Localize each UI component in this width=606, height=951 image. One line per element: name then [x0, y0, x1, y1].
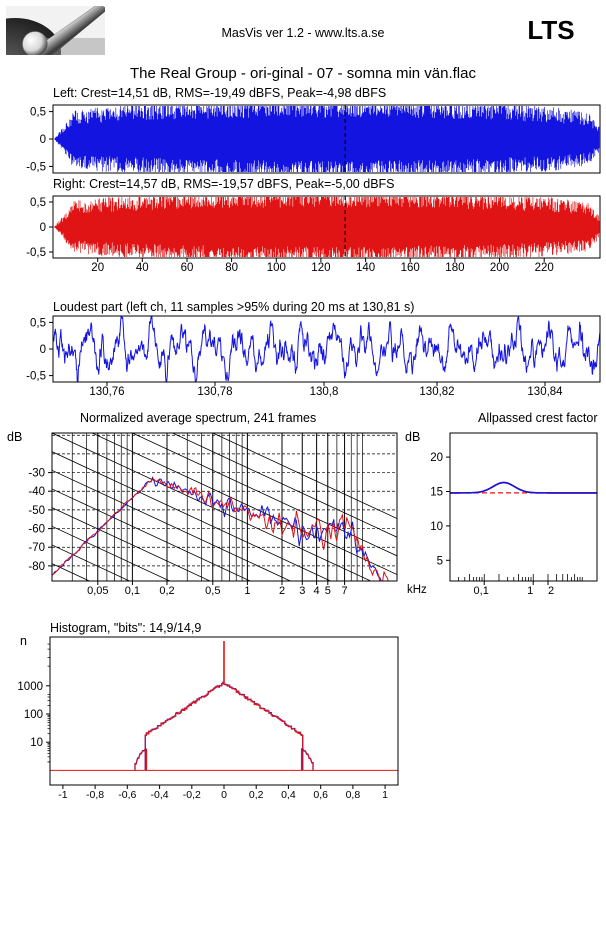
svg-text:0,5: 0,5	[205, 585, 220, 597]
svg-text:60: 60	[181, 262, 194, 274]
svg-text:n: n	[20, 634, 27, 648]
svg-text:-40: -40	[28, 486, 45, 498]
svg-text:20: 20	[430, 452, 443, 464]
svg-text:-0,8: -0,8	[86, 789, 104, 801]
svg-text:kHz: kHz	[407, 584, 427, 596]
svg-text:1000: 1000	[17, 681, 43, 693]
svg-text:15: 15	[430, 487, 443, 499]
svg-text:0,5: 0,5	[30, 107, 46, 119]
svg-text:MasVis ver 1.2 - www.lts.a.se: MasVis ver 1.2 - www.lts.a.se	[221, 26, 384, 40]
svg-text:130,8: 130,8	[310, 386, 339, 398]
svg-text:100: 100	[267, 262, 286, 274]
svg-text:220: 220	[535, 262, 554, 274]
svg-text:140: 140	[356, 262, 375, 274]
svg-text:4: 4	[314, 585, 320, 597]
svg-text:0,5: 0,5	[30, 197, 46, 209]
svg-text:130,82: 130,82	[419, 386, 454, 398]
svg-text:-50: -50	[28, 505, 45, 517]
svg-text:Right: Crest=14,57 dB, RMS=-19: Right: Crest=14,57 dB, RMS=-19,57 dBFS, …	[53, 177, 395, 191]
svg-text:180: 180	[445, 262, 464, 274]
svg-text:0: 0	[40, 344, 46, 356]
svg-text:120: 120	[311, 262, 330, 274]
svg-text:-70: -70	[28, 542, 45, 554]
svg-text:-80: -80	[28, 561, 45, 573]
svg-text:0,2: 0,2	[159, 585, 174, 597]
svg-text:130,84: 130,84	[527, 386, 563, 398]
svg-text:-0,5: -0,5	[26, 247, 46, 259]
svg-text:Left: Crest=14,51 dB, RMS=-19,: Left: Crest=14,51 dB, RMS=-19,49 dBFS, P…	[53, 86, 386, 100]
svg-text:7: 7	[342, 585, 348, 597]
svg-text:0,5: 0,5	[30, 317, 46, 329]
svg-text:Allpassed crest factor: Allpassed crest factor	[478, 411, 598, 425]
svg-text:130,78: 130,78	[197, 386, 232, 398]
svg-text:10: 10	[430, 521, 443, 533]
svg-text:0: 0	[40, 222, 46, 234]
svg-text:10: 10	[30, 737, 43, 749]
svg-text:1: 1	[527, 585, 533, 597]
svg-text:0,05: 0,05	[87, 585, 108, 597]
svg-text:-60: -60	[28, 524, 45, 536]
svg-text:20: 20	[91, 262, 104, 274]
svg-text:2: 2	[279, 585, 285, 597]
svg-text:5: 5	[325, 585, 331, 597]
svg-text:0,2: 0,2	[249, 789, 264, 801]
svg-text:-0,5: -0,5	[26, 371, 46, 383]
svg-text:Histogram, "bits": 14,9/14,9: Histogram, "bits": 14,9/14,9	[50, 621, 201, 635]
svg-text:-0,4: -0,4	[151, 789, 169, 801]
svg-text:LTS: LTS	[527, 15, 574, 45]
svg-text:1: 1	[382, 789, 388, 801]
svg-text:Loudest part (left ch, 11 sam: Loudest part (left ch, 11 samples >95% d…	[53, 300, 414, 314]
svg-text:0,8: 0,8	[346, 789, 361, 801]
svg-text:dB: dB	[7, 430, 22, 444]
svg-text:130,76: 130,76	[89, 386, 124, 398]
svg-text:160: 160	[401, 262, 420, 274]
svg-text:40: 40	[136, 262, 149, 274]
svg-text:0,1: 0,1	[125, 585, 140, 597]
svg-text:0,4: 0,4	[281, 789, 296, 801]
svg-text:3: 3	[299, 585, 305, 597]
svg-text:Normalized average spectrum, 2: Normalized average spectrum, 241 frames	[80, 411, 316, 425]
svg-text:200: 200	[490, 262, 509, 274]
svg-text:2: 2	[548, 585, 554, 597]
svg-text:0: 0	[221, 789, 227, 801]
svg-text:0,1: 0,1	[474, 585, 489, 597]
svg-text:-0,2: -0,2	[183, 789, 201, 801]
svg-text:The Real Group - ori-ginal - 0: The Real Group - ori-ginal - 07 - somna …	[130, 65, 476, 82]
svg-text:-0,5: -0,5	[26, 161, 46, 173]
svg-text:0: 0	[40, 134, 46, 146]
svg-text:dB: dB	[405, 430, 420, 444]
svg-text:80: 80	[225, 262, 238, 274]
svg-text:5: 5	[437, 555, 443, 567]
svg-text:-1: -1	[58, 789, 67, 801]
svg-text:-30: -30	[28, 468, 45, 480]
svg-text:1: 1	[244, 585, 250, 597]
svg-text:100: 100	[24, 709, 43, 721]
svg-text:-0,6: -0,6	[118, 789, 136, 801]
svg-text:0,6: 0,6	[313, 789, 328, 801]
